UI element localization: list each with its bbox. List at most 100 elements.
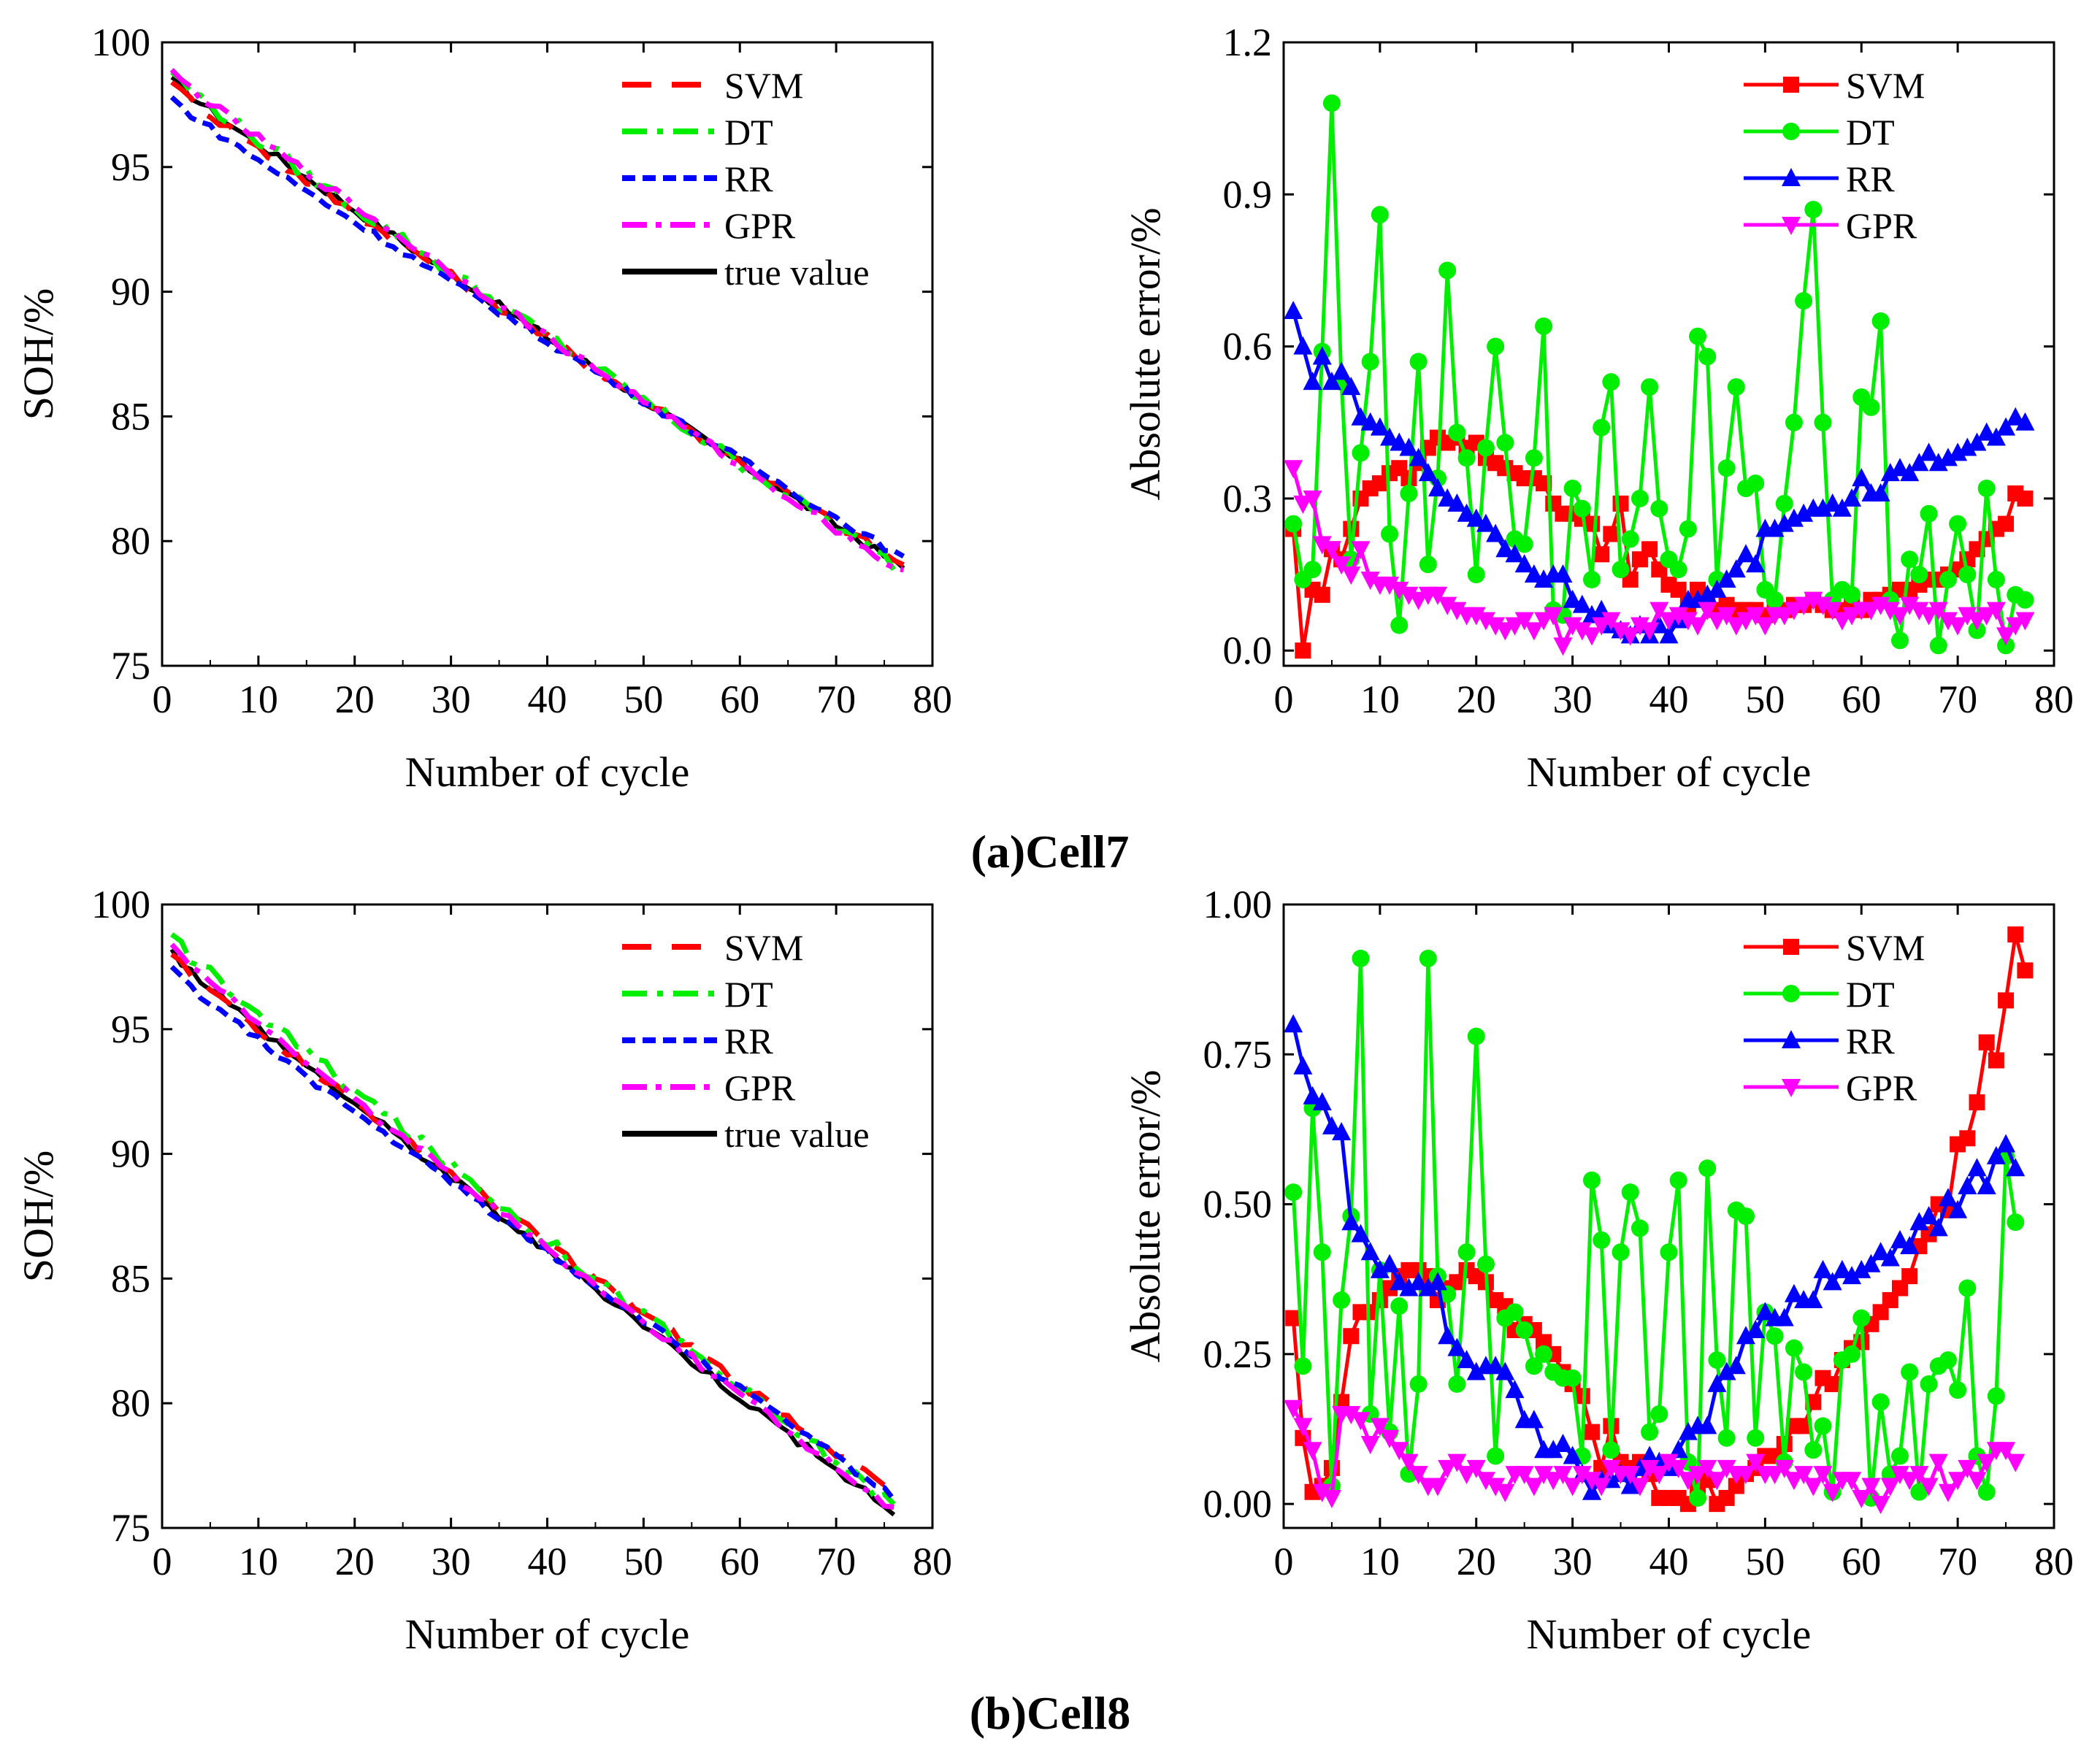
series-svm-line xyxy=(170,952,895,1491)
point-rr xyxy=(1890,1229,1909,1248)
point-rr xyxy=(1399,1278,1419,1297)
x-tick-label: 50 xyxy=(624,677,663,721)
point-rr xyxy=(1948,1199,1968,1218)
y-tick-label: 80 xyxy=(111,1381,150,1425)
y-tick-label: 1.00 xyxy=(1203,883,1273,926)
point-gpr xyxy=(1698,1459,1717,1478)
point-svm xyxy=(1998,992,2015,1009)
point-gpr xyxy=(1332,556,1352,575)
point-dt xyxy=(1660,1243,1678,1261)
point-gpr xyxy=(1630,617,1649,636)
point-rr xyxy=(1351,407,1371,426)
legend-dt-label: DT xyxy=(724,974,773,1015)
point-dt xyxy=(1409,1375,1428,1393)
point-rr xyxy=(1736,544,1755,563)
point-dt xyxy=(1958,1279,1977,1297)
x-tick-label: 40 xyxy=(1649,1540,1689,1583)
y-tick-label: 0.3 xyxy=(1223,477,1273,521)
point-rr xyxy=(1958,1175,1977,1194)
point-rr xyxy=(1399,437,1419,456)
point-rr xyxy=(1284,300,1303,319)
x-tick-label: 10 xyxy=(239,1540,278,1583)
point-dt xyxy=(1747,1429,1765,1447)
point-rr xyxy=(1832,1259,1852,1278)
point-dt xyxy=(1949,1381,1967,1399)
point-rr xyxy=(1505,1380,1525,1399)
point-dt xyxy=(1910,1483,1928,1501)
point-gpr xyxy=(1428,1478,1447,1497)
point-rr xyxy=(1293,336,1313,355)
point-rr xyxy=(1312,346,1332,365)
point-rr xyxy=(1842,488,1862,507)
point-gpr xyxy=(1312,1483,1332,1502)
point-dt xyxy=(1717,1429,1736,1447)
point-gpr xyxy=(1736,1466,1755,1485)
x-tick-label: 30 xyxy=(432,1540,471,1583)
point-rr xyxy=(1707,579,1727,598)
caption-cell8: (b)Cell8 xyxy=(969,1687,1131,1739)
point-gpr xyxy=(1919,1478,1939,1497)
x-tick-label: 10 xyxy=(1360,677,1400,721)
point-rr xyxy=(1996,417,2016,436)
point-rr xyxy=(1678,1421,1698,1440)
point-svm xyxy=(1641,541,1658,558)
series-group xyxy=(169,932,897,1517)
x-tick-label: 40 xyxy=(528,1540,567,1583)
point-gpr xyxy=(1524,622,1544,641)
point-gpr xyxy=(1948,1472,1968,1491)
point-dt xyxy=(1727,378,1745,396)
point-gpr xyxy=(1592,617,1612,636)
y-tick-label: 0.00 xyxy=(1203,1482,1273,1526)
point-rr xyxy=(1544,1440,1563,1459)
point-dt xyxy=(1390,1297,1409,1315)
x-tick-label: 70 xyxy=(1938,677,1977,721)
point-gpr xyxy=(2015,612,2035,631)
point-rr xyxy=(1746,1320,1766,1339)
point-rr xyxy=(1322,372,1341,391)
point-gpr xyxy=(1678,612,1698,631)
point-gpr xyxy=(1678,1472,1698,1491)
series-group xyxy=(169,68,905,573)
point-rr xyxy=(1284,1014,1303,1033)
point-rr xyxy=(1380,1253,1400,1272)
point-dt xyxy=(1515,535,1533,553)
point-rr xyxy=(1457,503,1476,522)
legend-rr-label: RR xyxy=(1846,1021,1895,1061)
x-axis-label: Number of cycle xyxy=(1527,748,1812,796)
point-rr xyxy=(1938,1188,1958,1207)
point-rr xyxy=(1823,493,1842,512)
point-gpr xyxy=(1958,1459,1977,1478)
series-dt-line xyxy=(1291,956,2017,1500)
point-rr xyxy=(1380,427,1400,446)
legend-svm-label: SVM xyxy=(724,927,803,968)
point-gpr xyxy=(1572,622,1592,641)
point-rr xyxy=(1390,1272,1409,1291)
point-dt xyxy=(1785,1339,1803,1357)
y-axis-label: SOH/% xyxy=(15,1151,62,1282)
x-tick-label: 80 xyxy=(913,677,952,721)
plot-frame xyxy=(1282,903,2055,1529)
point-gpr xyxy=(1380,1429,1400,1448)
x-tick-label: 10 xyxy=(239,677,278,721)
point-rr xyxy=(1447,1337,1467,1356)
point-rr xyxy=(1900,1236,1920,1255)
x-tick-label: 60 xyxy=(720,677,759,721)
point-dt xyxy=(1313,1243,1331,1261)
point-dt xyxy=(1698,1159,1717,1178)
point-rr xyxy=(1640,1445,1660,1464)
point-gpr xyxy=(1601,612,1621,631)
point-dt xyxy=(1775,494,1793,512)
point-dt xyxy=(2016,591,2034,609)
point-svm xyxy=(1901,1268,1918,1285)
legend-svm-label: SVM xyxy=(724,65,803,106)
point-svm xyxy=(1314,586,1330,603)
point-dt xyxy=(1698,347,1717,366)
point-dt xyxy=(1409,353,1428,371)
point-gpr xyxy=(1755,617,1775,636)
x-axis-label: Number of cycle xyxy=(405,1610,690,1658)
point-rr xyxy=(2015,412,2035,431)
series-gpr-line xyxy=(169,68,905,573)
point-dt xyxy=(1487,1447,1505,1465)
point-rr xyxy=(1553,1434,1573,1453)
point-rr xyxy=(1996,1134,2016,1153)
